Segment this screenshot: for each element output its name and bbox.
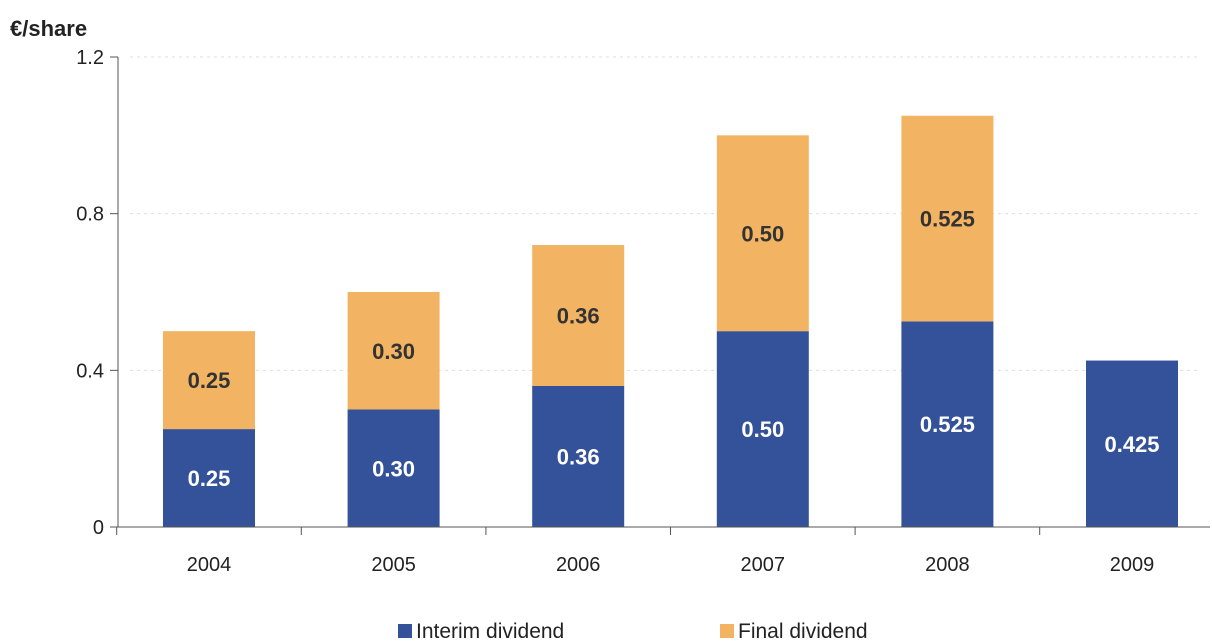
- y-tick-label: 1.2: [76, 47, 104, 69]
- y-tick-label: 0: [93, 517, 104, 539]
- x-tick-label: 2009: [1110, 554, 1155, 576]
- bar-segment: [716, 331, 809, 527]
- bar-segment: [901, 321, 994, 527]
- bar-segment: [163, 331, 255, 430]
- bar-segment: [163, 429, 255, 527]
- x-tick-label: 2006: [556, 554, 601, 576]
- bar-value-label: 0.30: [372, 456, 415, 481]
- x-tick-label: 2005: [371, 554, 416, 576]
- axes: 0 0.4 0.8 1.2 2004 2005 2006 2007 2008 2009: [76, 47, 1210, 576]
- bar-value-label: 0.50: [741, 221, 784, 246]
- bar-segment: [532, 386, 625, 527]
- legend-swatch: [720, 624, 734, 638]
- bar-value-label: 0.25: [188, 466, 231, 491]
- bar-value-label: 0.25: [188, 368, 231, 393]
- bar-value-label: 0.525: [920, 412, 975, 437]
- legend-swatch: [398, 624, 412, 638]
- x-tick-label: 2008: [925, 554, 970, 576]
- bar-segment: [532, 245, 625, 386]
- x-tick-label: 2007: [741, 554, 786, 576]
- y-tick-label: 0.8: [76, 204, 104, 226]
- bar-segment: [347, 409, 440, 527]
- legend-label: Interim dividend: [416, 620, 564, 641]
- bar-value-label: 0.525: [920, 207, 975, 232]
- bar-value-label: 0.425: [1104, 432, 1159, 457]
- bar-segment: [901, 115, 994, 322]
- gridlines: [130, 56, 1200, 371]
- bar-value-label: 0.36: [557, 304, 600, 329]
- y-axis-unit-label: €/share: [10, 16, 87, 41]
- bar-segment: [347, 292, 440, 410]
- bar-value-label: 0.30: [372, 339, 415, 364]
- bar-value-label: 0.36: [557, 445, 600, 470]
- y-tick-label: 0.4: [76, 360, 104, 382]
- bars: 0.25 0.25 0.30 0.30 0.36 0.36 0.50 0.50 0.525 0.5…: [163, 115, 1178, 527]
- x-tick-label: 2004: [187, 554, 232, 576]
- bar-segment: [1086, 360, 1178, 527]
- bar-segment: [716, 135, 809, 332]
- legend-label: Final dividend: [738, 620, 868, 641]
- legend: Interim dividend Final dividend: [398, 620, 868, 641]
- bar-value-label: 0.50: [741, 417, 784, 442]
